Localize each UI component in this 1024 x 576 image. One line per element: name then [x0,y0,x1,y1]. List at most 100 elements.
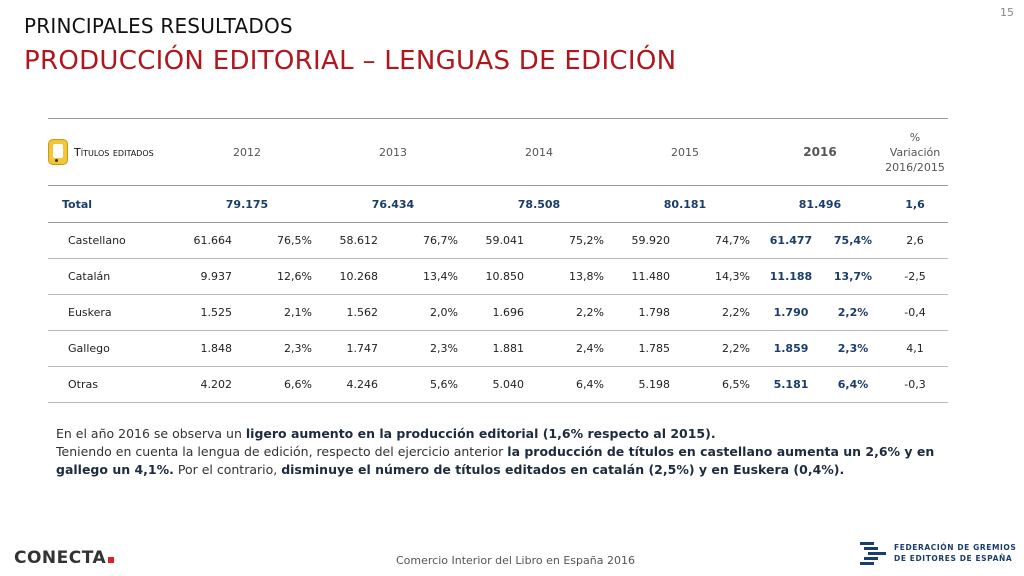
cell-count: 5.040 [466,366,548,403]
summary-text: En el año 2016 se observa un ligero aume… [56,425,956,479]
cell-share: 75,2% [548,222,612,259]
cell-count-2016: 1.790 [758,294,824,331]
total-value: 80.181 [612,185,758,223]
cell-share-2016: 13,7% [824,258,882,295]
cell-count: 1.562 [320,294,402,331]
federation-logo: FEDERACIÓN DE GREMIOS DE EDITORES DE ESP… [860,540,1016,566]
cell-share: 2,3% [256,330,320,367]
header-variation-line: % [909,130,921,144]
cell-share: 76,7% [402,222,466,259]
cell-share-2016: 2,3% [824,330,882,367]
book-icon [48,139,68,165]
page-number: 15 [1000,6,1014,19]
cell-count: 1.525 [174,294,256,331]
cell-share: 2,2% [548,294,612,331]
cell-share-2016: 2,2% [824,294,882,331]
cell-share: 2,4% [548,330,612,367]
cell-variation: -2,5 [882,258,948,295]
row-label: Otras [48,366,174,403]
row-label: Gallego [48,330,174,367]
header-year: 2013 [320,118,466,186]
cell-share: 13,8% [548,258,612,295]
header-variation-line: Variación [889,145,941,159]
table-row: Catalán 9.937 12,6% 10.268 13,4% 10.850 … [48,258,948,295]
cell-count-2016: 61.477 [758,222,824,259]
total-value: 76.434 [320,185,466,223]
section-supertitle: PRINCIPALES RESULTADOS [24,14,293,38]
summary-line-1: En el año 2016 se observa un ligero aume… [56,425,956,443]
header-year: 2012 [174,118,320,186]
cell-count: 1.696 [466,294,548,331]
cell-count-2016: 11.188 [758,258,824,295]
summary-line-2: Teniendo en cuenta la lengua de edición,… [56,443,956,479]
header-label-cell: Títulos editados [48,118,174,186]
summary-text-bold: la producción de títulos en castellano a… [56,444,935,477]
table-row: Castellano 61.664 76,5% 58.612 76,7% 59.… [48,222,948,259]
cell-share: 2,0% [402,294,466,331]
cell-share: 76,5% [256,222,320,259]
cell-count: 11.480 [612,258,694,295]
cell-variation: 2,6 [882,222,948,259]
federation-line: FEDERACIÓN DE GREMIOS [894,543,1017,552]
summary-text-plain: Por el contrario, [173,462,282,477]
federation-mark-icon [860,542,886,565]
cell-count-2016: 5.181 [758,366,824,403]
logo-dot-icon [108,557,115,563]
cell-share-2016: 6,4% [824,366,882,403]
row-label: Castellano [48,222,174,259]
total-variation: 1,6 [882,185,948,223]
table-header-row: Títulos editados 2012 2013 2014 2015 201… [48,118,948,186]
total-row: Total 79.175 76.434 78.508 80.181 81.496… [48,185,948,223]
cell-share: 2,1% [256,294,320,331]
cell-variation: 4,1 [882,330,948,367]
cell-share: 6,6% [256,366,320,403]
header-year: 2015 [612,118,758,186]
cell-share: 5,6% [402,366,466,403]
cell-share-2016: 75,4% [824,222,882,259]
row-label: Euskera [48,294,174,331]
cell-share: 2,2% [694,330,758,367]
languages-table: Títulos editados 2012 2013 2014 2015 201… [48,118,948,403]
cell-count: 59.041 [466,222,548,259]
cell-count: 1.848 [174,330,256,367]
cell-share: 74,7% [694,222,758,259]
cell-share: 14,3% [694,258,758,295]
total-value: 79.175 [174,185,320,223]
cell-share: 12,6% [256,258,320,295]
cell-count: 5.198 [612,366,694,403]
header-year: 2014 [466,118,612,186]
cell-share: 6,5% [694,366,758,403]
cell-count: 10.268 [320,258,402,295]
cell-count: 1.747 [320,330,402,367]
cell-count: 1.798 [612,294,694,331]
cell-variation: -0,4 [882,294,948,331]
cell-variation: -0,3 [882,366,948,403]
cell-count: 1.881 [466,330,548,367]
page-title: PRODUCCIÓN EDITORIAL – LENGUAS DE EDICIÓ… [24,46,677,76]
header-year-2016: 2016 [758,118,882,186]
federation-line: DE EDITORES DE ESPAÑA [894,554,1013,563]
footer-caption: Comercio Interior del Libro en España 20… [396,554,635,567]
cell-count: 1.785 [612,330,694,367]
summary-text-bold: ligero aumento en la producción editoria… [245,426,716,441]
row-label: Total [48,185,174,223]
cell-share: 2,3% [402,330,466,367]
row-label: Catalán [48,258,174,295]
cell-count: 58.612 [320,222,402,259]
conecta-logo: CONECTA [14,548,115,568]
cell-count: 4.202 [174,366,256,403]
table-row: Gallego 1.848 2,3% 1.747 2,3% 1.881 2,4%… [48,330,948,367]
cell-share: 13,4% [402,258,466,295]
table-row: Otras 4.202 6,6% 4.246 5,6% 5.040 6,4% 5… [48,366,948,403]
summary-text-plain: Teniendo en cuenta la lengua de edición,… [56,444,508,459]
summary-text-plain: En el año 2016 se observa un [56,426,246,441]
summary-text-bold: disminuye el número de títulos editados … [281,462,845,477]
cell-share: 2,2% [694,294,758,331]
cell-count: 4.246 [320,366,402,403]
cell-count: 59.920 [612,222,694,259]
header-label: Títulos editados [74,145,154,159]
cell-count: 10.850 [466,258,548,295]
cell-count: 9.937 [174,258,256,295]
cell-share: 6,4% [548,366,612,403]
header-variation: % Variación 2016/2015 [882,118,948,186]
